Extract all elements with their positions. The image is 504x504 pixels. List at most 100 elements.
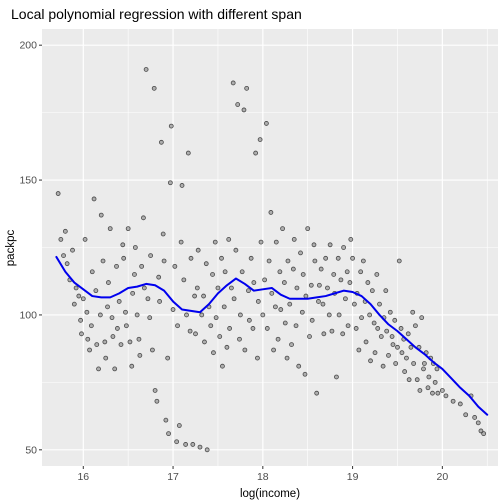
data-point xyxy=(405,331,411,337)
data-point xyxy=(271,347,276,353)
data-point xyxy=(107,226,113,232)
data-point xyxy=(112,366,118,372)
data-point xyxy=(213,315,219,321)
data-point xyxy=(157,299,162,304)
data-point xyxy=(264,326,270,331)
data-point xyxy=(272,304,278,310)
data-point xyxy=(457,401,463,407)
data-point xyxy=(260,312,266,318)
data-point xyxy=(80,296,86,302)
data-point xyxy=(134,312,140,318)
data-point xyxy=(383,288,389,294)
data-point xyxy=(378,334,384,339)
data-point xyxy=(127,339,133,345)
y-tick-label: 50 xyxy=(25,444,37,456)
data-point xyxy=(287,301,293,307)
data-point xyxy=(320,301,326,307)
data-point xyxy=(345,323,351,329)
data-point xyxy=(481,431,487,437)
data-point xyxy=(334,374,339,380)
data-point xyxy=(435,390,441,396)
data-point xyxy=(94,342,100,348)
data-point xyxy=(193,331,198,337)
data-point xyxy=(199,312,205,318)
data-point xyxy=(79,331,84,337)
data-point xyxy=(329,328,335,334)
data-point xyxy=(241,107,247,113)
data-point xyxy=(190,442,196,447)
data-point xyxy=(367,312,373,318)
data-point xyxy=(255,355,260,361)
data-point xyxy=(398,326,404,331)
data-point xyxy=(278,307,284,312)
data-point xyxy=(396,258,402,264)
data-point xyxy=(103,355,109,361)
data-point xyxy=(70,247,75,253)
data-point xyxy=(363,339,369,345)
data-point xyxy=(204,447,210,453)
data-point xyxy=(136,336,142,342)
data-point xyxy=(147,315,153,321)
data-point xyxy=(404,355,409,361)
data-point xyxy=(106,280,111,285)
data-point xyxy=(130,290,136,296)
data-point xyxy=(82,237,88,242)
data-point xyxy=(222,269,228,275)
data-point xyxy=(154,398,160,404)
data-point xyxy=(408,344,414,350)
data-point xyxy=(290,266,296,272)
x-tick-label: 20 xyxy=(437,471,449,483)
data-point xyxy=(210,272,215,277)
x-tick-label: 16 xyxy=(77,471,89,483)
data-point xyxy=(194,285,200,291)
data-point xyxy=(336,312,342,318)
data-point xyxy=(395,344,400,350)
data-point xyxy=(293,323,299,329)
data-point xyxy=(284,355,290,361)
data-point xyxy=(179,183,185,188)
data-point xyxy=(183,442,189,447)
data-point xyxy=(197,444,203,450)
data-point xyxy=(335,255,341,261)
data-point xyxy=(235,102,241,107)
data-point xyxy=(148,253,154,258)
data-point xyxy=(439,388,445,393)
data-point xyxy=(426,374,432,380)
data-point xyxy=(105,304,110,310)
data-point xyxy=(229,285,234,291)
data-point xyxy=(268,210,274,215)
data-point xyxy=(58,237,64,242)
data-point xyxy=(123,309,128,315)
data-point xyxy=(338,277,344,283)
data-point xyxy=(61,253,66,258)
data-point xyxy=(116,299,122,304)
data-point xyxy=(175,323,180,329)
data-point xyxy=(289,342,294,348)
data-point xyxy=(371,320,377,326)
data-point xyxy=(258,239,264,245)
data-point xyxy=(358,269,364,275)
data-point xyxy=(97,312,103,318)
data-point xyxy=(121,255,127,261)
data-point xyxy=(323,255,329,261)
data-point xyxy=(114,263,119,269)
data-point xyxy=(217,334,223,339)
data-point xyxy=(139,263,145,269)
data-point xyxy=(327,242,333,248)
data-point xyxy=(151,85,157,91)
data-point xyxy=(402,369,408,374)
data-point xyxy=(298,250,303,256)
data-point xyxy=(472,415,478,420)
x-axis-title: log(income) xyxy=(240,488,300,500)
data-point xyxy=(266,258,272,264)
data-point xyxy=(215,285,221,291)
data-point xyxy=(325,285,330,291)
data-point xyxy=(300,272,306,277)
data-point xyxy=(98,212,104,218)
data-point xyxy=(387,309,393,315)
data-point xyxy=(220,363,225,369)
data-point xyxy=(353,326,359,331)
data-point xyxy=(296,363,302,369)
data-point xyxy=(237,336,242,342)
